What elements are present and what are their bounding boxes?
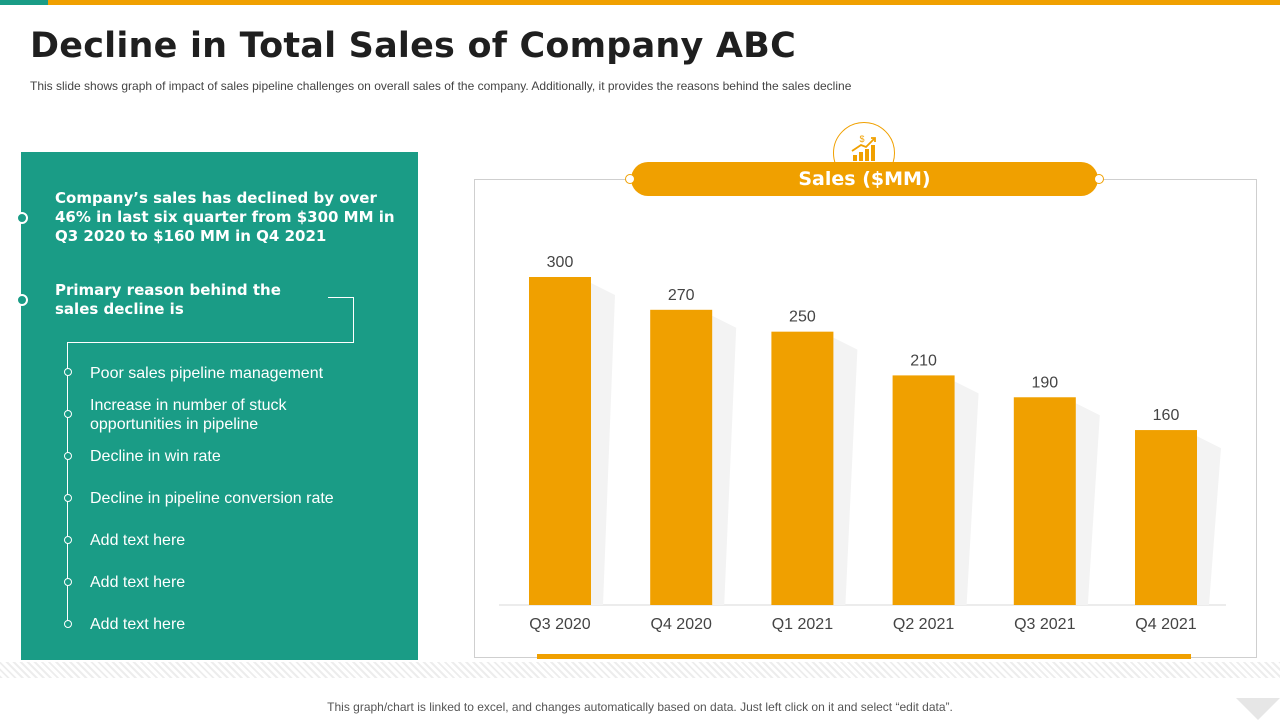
bar-shadow bbox=[1197, 436, 1221, 605]
bar-q1-2021 bbox=[771, 331, 834, 605]
page-subtitle: This slide shows graph of impact of sale… bbox=[30, 79, 852, 93]
reason-dot bbox=[64, 494, 72, 502]
hatch-strip bbox=[0, 662, 1280, 678]
reason-dot bbox=[64, 578, 72, 586]
bar-q3-2020 bbox=[529, 277, 591, 605]
reason-dot bbox=[64, 452, 72, 460]
svg-text:$: $ bbox=[859, 134, 864, 144]
reason-item: Add text here bbox=[90, 532, 186, 549]
bracket-line bbox=[328, 297, 353, 298]
bar-q2-2021 bbox=[892, 375, 955, 605]
bar-shadow bbox=[591, 283, 615, 605]
panel-headline: Company’s sales has declined by over 46%… bbox=[55, 189, 395, 245]
data-label: 160 bbox=[1153, 407, 1180, 424]
bar-shadow bbox=[954, 381, 979, 605]
chart-bottom-accent bbox=[537, 654, 1191, 659]
chart-title-pill: Sales ($MM) bbox=[631, 162, 1098, 196]
pill-end-dot bbox=[625, 174, 635, 184]
bar-shadow bbox=[1075, 403, 1100, 605]
panel-bullet-dot bbox=[16, 294, 28, 306]
reason-dot bbox=[64, 620, 72, 628]
corner-decoration bbox=[1236, 698, 1280, 720]
bracket-line bbox=[353, 297, 354, 343]
reasons-timeline-line bbox=[67, 342, 68, 624]
data-label: 190 bbox=[1031, 374, 1058, 391]
x-tick-label: Q3 2021 bbox=[1014, 616, 1075, 633]
pill-end-dot bbox=[1094, 174, 1104, 184]
data-label: 270 bbox=[668, 287, 695, 304]
top-accent-bar-teal bbox=[0, 0, 48, 5]
x-tick-label: Q1 2021 bbox=[772, 616, 833, 633]
reason-item: Decline in pipeline conversion rate bbox=[90, 490, 334, 507]
bar-q3-2021 bbox=[1013, 397, 1076, 605]
reason-item: Poor sales pipeline management bbox=[90, 365, 324, 382]
page-title: Decline in Total Sales of Company ABC bbox=[30, 26, 796, 66]
x-tick-label: Q4 2020 bbox=[651, 616, 712, 633]
x-tick-label: Q4 2021 bbox=[1135, 616, 1196, 633]
panel-bullet-dot bbox=[16, 212, 28, 224]
reason-item: Decline in win rate bbox=[90, 448, 221, 465]
x-tick-label: Q2 2021 bbox=[893, 616, 954, 633]
bar-shadow bbox=[833, 337, 858, 605]
data-label: 210 bbox=[910, 352, 937, 369]
top-accent-bar bbox=[0, 0, 1280, 5]
footnote: This graph/chart is linked to excel, and… bbox=[327, 700, 953, 714]
reasons-panel: Company’s sales has declined by over 46%… bbox=[16, 152, 418, 660]
x-tick-label: Q3 2020 bbox=[529, 616, 590, 633]
reason-dot bbox=[64, 410, 72, 418]
reason-dot bbox=[64, 536, 72, 544]
bar-q4-2021 bbox=[1135, 430, 1197, 605]
bar-q4-2020 bbox=[650, 309, 713, 605]
reason-item: Add text here bbox=[90, 574, 186, 591]
reason-dot bbox=[64, 368, 72, 376]
data-label: 250 bbox=[789, 309, 816, 326]
reason-item: Add text here bbox=[90, 616, 186, 633]
reason-item: Increase in number of stuck opportunitie… bbox=[90, 397, 287, 433]
bar-shadow bbox=[712, 315, 737, 605]
money-growth-chart-icon: $ bbox=[851, 134, 876, 161]
data-label: 300 bbox=[547, 254, 574, 271]
bracket-line bbox=[67, 342, 354, 343]
reason-heading: Primary reason behind the sales decline … bbox=[55, 281, 281, 318]
